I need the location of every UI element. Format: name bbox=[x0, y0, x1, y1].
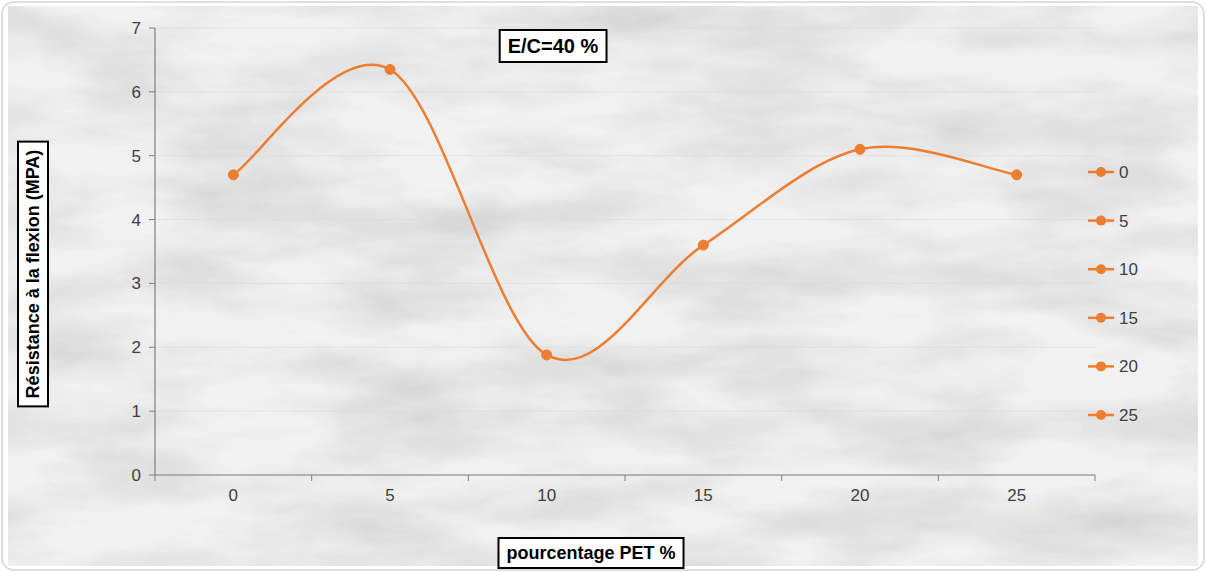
y-axis-title: Résistance à la flexion (MPA) bbox=[23, 150, 43, 399]
x-tick bbox=[625, 475, 626, 481]
grid-line bbox=[155, 28, 1095, 29]
y-axis bbox=[154, 28, 155, 475]
x-tick bbox=[468, 475, 469, 481]
y-tick-label: 7 bbox=[132, 19, 141, 38]
x-axis-title-group: pourcentage PET % bbox=[498, 538, 683, 568]
x-tick-label: 5 bbox=[385, 486, 394, 505]
legend-label: 0 bbox=[1119, 163, 1128, 182]
legend-marker bbox=[1096, 264, 1106, 274]
legend-marker bbox=[1096, 410, 1106, 420]
data-point bbox=[542, 350, 552, 360]
x-tick bbox=[938, 475, 939, 481]
x-tick-label: 15 bbox=[694, 486, 713, 505]
data-point bbox=[698, 240, 708, 250]
x-tick bbox=[781, 475, 782, 481]
y-tick-label: 4 bbox=[132, 211, 141, 230]
x-axis-title: pourcentage PET % bbox=[506, 543, 675, 563]
x-tick-label: 20 bbox=[851, 486, 870, 505]
plot-area bbox=[228, 65, 1021, 361]
y-tick bbox=[149, 475, 155, 476]
legend-label: 20 bbox=[1119, 357, 1138, 376]
outer-frame bbox=[2, 2, 1204, 570]
marble-texture bbox=[8, 6, 1198, 566]
legend-label: 10 bbox=[1119, 260, 1138, 279]
data-point bbox=[855, 144, 865, 154]
y-tick bbox=[149, 411, 155, 412]
grid-line bbox=[155, 219, 1095, 220]
data-line bbox=[233, 65, 1016, 360]
y-tick-label: 5 bbox=[132, 147, 141, 166]
y-tick bbox=[149, 283, 155, 284]
y-tick bbox=[149, 219, 155, 220]
x-tick-label: 0 bbox=[229, 486, 238, 505]
x-tick bbox=[311, 475, 312, 481]
data-point bbox=[385, 65, 395, 75]
x-tick-label: 25 bbox=[1007, 486, 1026, 505]
background bbox=[8, 6, 1198, 566]
data-point bbox=[1012, 170, 1022, 180]
data-point bbox=[228, 170, 238, 180]
chart-title-box bbox=[500, 30, 607, 62]
grid-line bbox=[155, 91, 1095, 92]
grid-line bbox=[155, 155, 1095, 156]
y-tick bbox=[149, 155, 155, 156]
chart-container: 0 1 2 3 4 5 6 7 0 5 10 15 20 25 0 5 10 15 20 25 E/C=40 % Rési… bbox=[0, 0, 1206, 572]
legend-marker bbox=[1096, 361, 1106, 371]
grid-line bbox=[155, 283, 1095, 284]
chart-title-group: E/C=40 % bbox=[500, 30, 607, 62]
x-tick-label: 10 bbox=[537, 486, 556, 505]
legend-label: 15 bbox=[1119, 309, 1138, 328]
legend-marker bbox=[1096, 167, 1106, 177]
grid-line bbox=[155, 411, 1095, 412]
x-axis-title-box bbox=[498, 538, 683, 568]
y-tick-label: 0 bbox=[132, 466, 141, 485]
chart-svg: 0 1 2 3 4 5 6 7 0 5 10 15 20 25 0 5 10 15 20 25 E/C=40 % Rési… bbox=[0, 0, 1206, 572]
y-tick-label: 2 bbox=[132, 338, 141, 357]
chart-title: E/C=40 % bbox=[508, 35, 599, 57]
y-tick-label: 1 bbox=[132, 402, 141, 421]
legend-label: 25 bbox=[1119, 406, 1138, 425]
legend-label: 5 bbox=[1119, 212, 1128, 231]
y-tick-label: 6 bbox=[132, 83, 141, 102]
x-tick bbox=[1095, 475, 1096, 481]
y-tick bbox=[149, 28, 155, 29]
y-axis-title-box bbox=[18, 142, 48, 407]
y-tick bbox=[149, 347, 155, 348]
x-tick bbox=[155, 475, 156, 481]
grid-line bbox=[155, 347, 1095, 348]
y-axis-title-group: Résistance à la flexion (MPA) bbox=[18, 142, 48, 407]
y-tick-label: 3 bbox=[132, 274, 141, 293]
y-tick bbox=[149, 91, 155, 92]
legend-marker bbox=[1096, 216, 1106, 226]
legend-marker bbox=[1096, 313, 1106, 323]
